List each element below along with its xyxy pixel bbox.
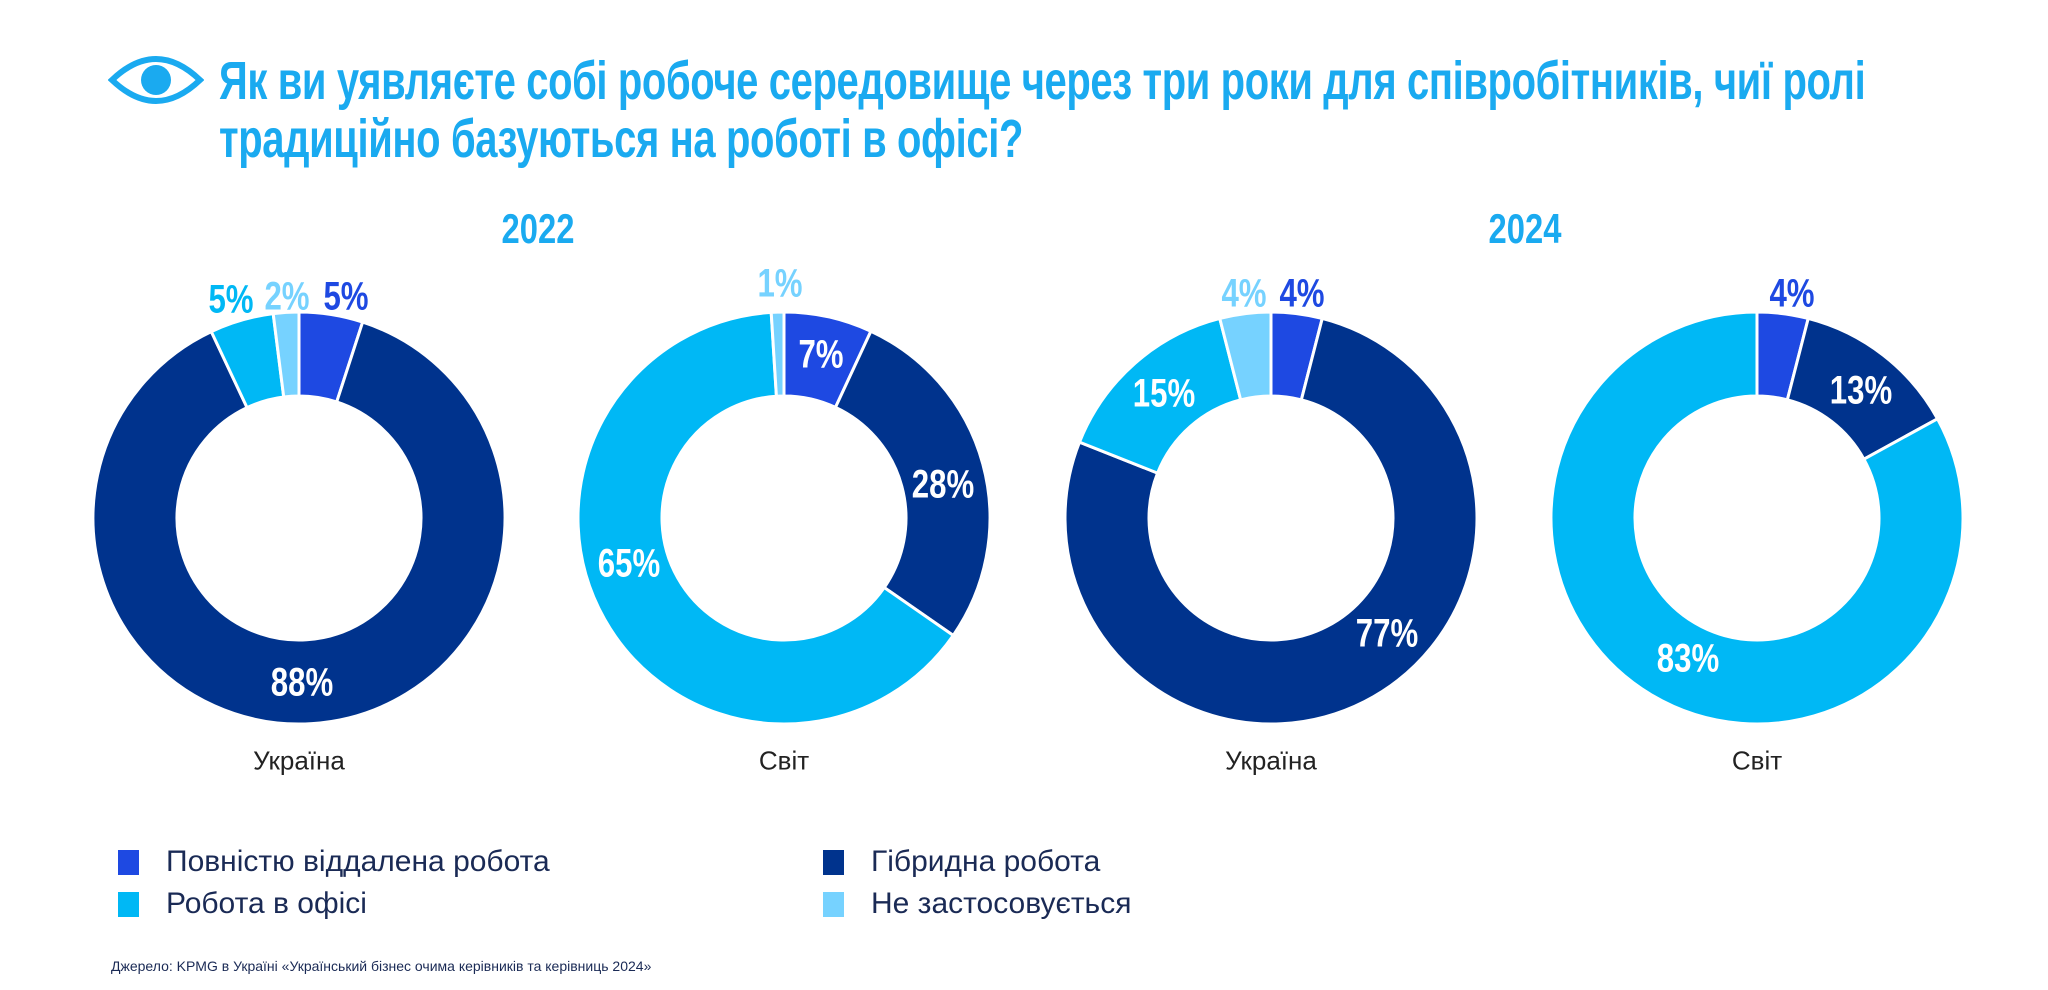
title-line-2: традиційно базуються на роботі в офісі? [219,109,1024,169]
legend-swatch [118,849,139,875]
chart-title: Як ви уявляєте собі робоче середовище че… [219,51,1866,169]
source-note: Джерело: KPMG в Україні «Український біз… [111,958,652,974]
data-label-office: 5% [208,277,254,322]
data-label-office: 83% [1656,636,1720,681]
legend-swatch [823,849,844,875]
region-label: Світ [758,745,810,776]
donut-segment-hybrid [91,320,507,726]
eye-icon [108,56,204,104]
donut-segment-na [1217,310,1273,402]
legend-label: Повністю віддалена робота [166,845,550,878]
year-label-2024: 2024 [1488,205,1562,252]
legend-item-na: Не застосовується [823,887,1131,921]
donut-segment-office [1549,310,1965,726]
donut-segment-hybrid [833,329,992,638]
data-label-office: 65% [597,541,661,586]
title-line-1: Як ви уявляєте собі робоче середовище че… [219,51,1866,111]
data-label-remote: 4% [1279,271,1325,316]
legend-swatch [823,891,844,917]
data-label-remote: 7% [798,332,844,377]
year-label-2022: 2022 [501,205,575,252]
region-label: Світ [1731,745,1783,776]
data-label-na: 1% [757,261,803,306]
donut-segment-office [576,310,956,726]
data-label-office: 15% [1132,371,1196,416]
data-label-na: 4% [1221,271,1267,316]
legend-label: Робота в офісі [166,887,367,920]
data-label-hybrid: 13% [1829,368,1893,413]
data-label-hybrid: 28% [911,462,975,507]
donut-segment-na [271,310,301,399]
data-label-remote: 4% [1769,271,1815,316]
legend-label: Гібридна робота [871,845,1101,878]
data-label-hybrid: 88% [270,660,334,705]
legend-item-hybrid: Гібридна робота [823,845,1100,879]
region-label: Україна [253,745,345,776]
donut-segment-na [769,310,786,398]
data-label-remote: 5% [323,274,369,319]
legend-item-remote: Повністю віддалена робота [118,845,550,879]
donut-segment-hybrid [1063,316,1479,726]
data-label-hybrid: 77% [1355,611,1419,656]
data-label-na: 2% [264,274,310,319]
legend-swatch [118,891,139,917]
legend-item-office: Робота в офісі [118,887,367,921]
region-label: Україна [1225,745,1317,776]
legend-label: Не застосовується [871,887,1132,920]
